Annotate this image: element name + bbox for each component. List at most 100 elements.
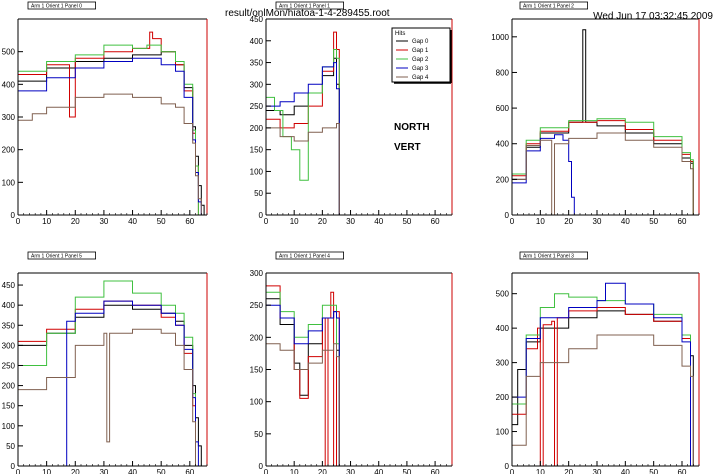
x-tick-label: 30: [346, 217, 355, 226]
series-gap-3: [512, 282, 691, 466]
y-tick-label: 50: [6, 442, 15, 451]
series-gap-2: [266, 291, 340, 466]
series-gap-2: [18, 280, 196, 466]
x-tick-label: 60: [431, 468, 440, 474]
x-tick-label: 60: [678, 217, 687, 226]
x-tick-label: 30: [346, 468, 355, 474]
chart-panel-4: 0 10 20 30 40 50 60 0 50 100 150 200 250 300 Arm 1 Ori…: [250, 251, 453, 474]
y-tick-label: 200: [2, 146, 16, 155]
y-tick-label: 300: [250, 269, 264, 278]
x-tick-label: 0: [264, 468, 269, 474]
y-tick-label: 100: [250, 167, 264, 176]
y-tick-label: 250: [250, 301, 264, 310]
y-tick-label: 450: [2, 281, 16, 290]
panel-title-box: [519, 1, 588, 10]
x-tick-label: 0: [16, 217, 21, 226]
series-gap-0: [266, 57, 340, 215]
series-gap-4: [512, 334, 694, 466]
y-tick-label: 200: [250, 333, 264, 342]
y-tick-label: 100: [2, 422, 16, 431]
series-gap-1: [18, 31, 199, 215]
legend-box: [391, 27, 451, 83]
y-tick-label: 0: [505, 211, 510, 220]
y-tick-label: 150: [2, 402, 16, 411]
north-annotation: NORTH: [394, 122, 430, 133]
x-tick-label: 20: [318, 468, 327, 474]
panel-title: Arm 1 Orient 1 Panel 0: [27, 1, 96, 10]
y-tick-label: 350: [2, 321, 16, 330]
panel-title: Arm 1 Orient 1 Panel 5: [27, 251, 96, 260]
legend-entry: Gap 1: [412, 48, 429, 54]
x-tick-label: 10: [290, 468, 299, 474]
y-tick-label: 0: [11, 211, 16, 220]
x-tick-label: 40: [128, 468, 137, 474]
panel-title-box: [27, 1, 96, 10]
y-tick-label: 50: [254, 430, 263, 439]
legend-entry: Gap 0: [412, 39, 429, 45]
panel-title-text: Arm 1 Orient 1 Panel 4: [279, 254, 330, 260]
y-tick-label: 150: [250, 146, 264, 155]
series-gap-3: [512, 134, 575, 215]
panel-title-text: Arm 1 Orient 1 Panel 5: [31, 254, 82, 260]
series-gap-4: [512, 132, 694, 216]
series-gap-3: [18, 57, 202, 215]
series-gap-0: [512, 29, 694, 215]
y-tick-label: 250: [2, 361, 16, 370]
chart-panel-1: 0 10 20 30 40 50 60 0 50 100 150 200 250 300 350 400 450…: [250, 1, 453, 226]
file-path-header: result/onlMon/hiatoa-1-4-289455.root: [225, 8, 390, 19]
x-tick-label: 0: [510, 217, 515, 226]
x-tick-label: 20: [71, 468, 80, 474]
panel-title-box: [275, 1, 344, 10]
series-gap-4: [18, 328, 196, 466]
x-tick-label: 60: [678, 468, 687, 474]
panel-title-text: Arm 1 Orient 1 Panel 0: [31, 4, 82, 10]
y-tick-label: 500: [2, 48, 16, 57]
x-tick-label: 20: [318, 217, 327, 226]
timestamp-header: Wed Jun 17 03:32:45 2009: [593, 11, 713, 22]
y-tick-label: 300: [2, 341, 16, 350]
x-tick-label: 30: [593, 217, 602, 226]
x-tick-label: 50: [402, 468, 411, 474]
x-tick-label: 10: [42, 468, 51, 474]
series-gap-4: [18, 93, 202, 215]
y-tick-label: 400: [496, 140, 510, 149]
panel-title-box: [27, 251, 96, 260]
x-tick-label: 60: [185, 468, 194, 474]
y-tick-label: 300: [2, 113, 16, 122]
panel-title: Arm 1 Orient 1 Panel 3: [519, 251, 588, 260]
series-gap-3: [63, 300, 199, 467]
x-tick-label: 40: [621, 217, 630, 226]
panel-title: Arm 1 Orient 1 Panel 2: [519, 1, 588, 10]
y-tick-label: 200: [2, 382, 16, 391]
y-tick-label: 350: [250, 59, 264, 68]
x-tick-label: 10: [42, 217, 51, 226]
legend-entry: Gap 4: [412, 75, 429, 81]
y-tick-label: 400: [2, 301, 16, 310]
x-tick-label: 40: [128, 217, 137, 226]
y-tick-label: 800: [496, 68, 510, 77]
y-tick-label: 200: [496, 175, 510, 184]
x-tick-label: 40: [621, 468, 630, 474]
legend-entry: Gap 2: [412, 57, 429, 63]
y-tick-label: 50: [254, 189, 263, 198]
y-tick-label: 100: [250, 398, 264, 407]
y-tick-label: 400: [496, 324, 510, 333]
x-tick-label: 0: [510, 468, 515, 474]
y-tick-label: 300: [496, 359, 510, 368]
x-tick-label: 50: [649, 468, 658, 474]
panel-title-text: Arm 1 Orient 1 Panel 3: [523, 254, 574, 260]
chart-panel-5: 0 10 20 30 40 50 60 0 100 200 300 400 500 Arm 1 Orien…: [496, 251, 700, 474]
panel-title-box: [519, 251, 588, 260]
y-tick-label: 1000: [491, 33, 509, 42]
vert-annotation: VERT: [394, 142, 421, 153]
y-tick-label: 0: [259, 211, 264, 220]
series-gap-1: [266, 285, 340, 467]
series-gap-1: [512, 307, 691, 467]
x-tick-label: 40: [374, 217, 383, 226]
y-tick-label: 200: [496, 393, 510, 402]
y-tick-label: 100: [2, 178, 16, 187]
y-tick-label: 450: [250, 15, 264, 24]
y-tick-label: 0: [259, 462, 264, 471]
x-tick-label: 60: [431, 217, 440, 226]
